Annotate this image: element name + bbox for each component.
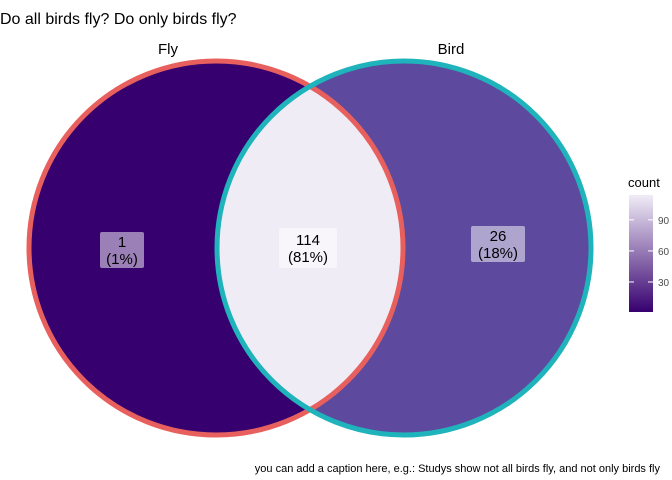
region-count-fly-and-bird: 114 [296,232,320,249]
region-label-fly-only: 1 (1%) [100,232,144,268]
chart-caption: you can add a caption here, e.g.: Studys… [255,463,661,475]
set-label-bird: Bird [438,41,465,58]
legend-tick-label: 60 [658,247,670,258]
legend: count 30 60 90 [628,175,670,312]
region-label-fly-and-bird: 114 (81%) [279,228,337,268]
region-percent-bird-only: (18%) [478,245,518,262]
fly-circle-outline [26,58,406,438]
chart-title: Do all birds fly? Do only birds fly? [0,11,237,28]
legend-title: count [628,175,660,190]
region-percent-fly-only: (1%) [106,251,138,268]
legend-tick-label: 90 [658,216,670,227]
legend-ticks: 30 60 90 [629,216,670,289]
region-label-fly-only-bg [100,232,144,268]
legend-tick-label: 30 [658,278,670,289]
region-count-fly-only: 1 [118,234,126,251]
region-label-bird-only-bg [471,226,525,262]
legend-colorbar [629,195,653,312]
region-count-bird-only: 26 [490,228,507,245]
region-label-fly-and-bird-bg [279,228,337,268]
region-percent-fly-and-bird: (81%) [288,249,328,266]
region-label-bird-only: 26 (18%) [471,226,525,262]
region-fly-and-bird [217,61,403,435]
bird-circle-outline [214,58,594,438]
set-label-fly: Fly [158,41,178,58]
